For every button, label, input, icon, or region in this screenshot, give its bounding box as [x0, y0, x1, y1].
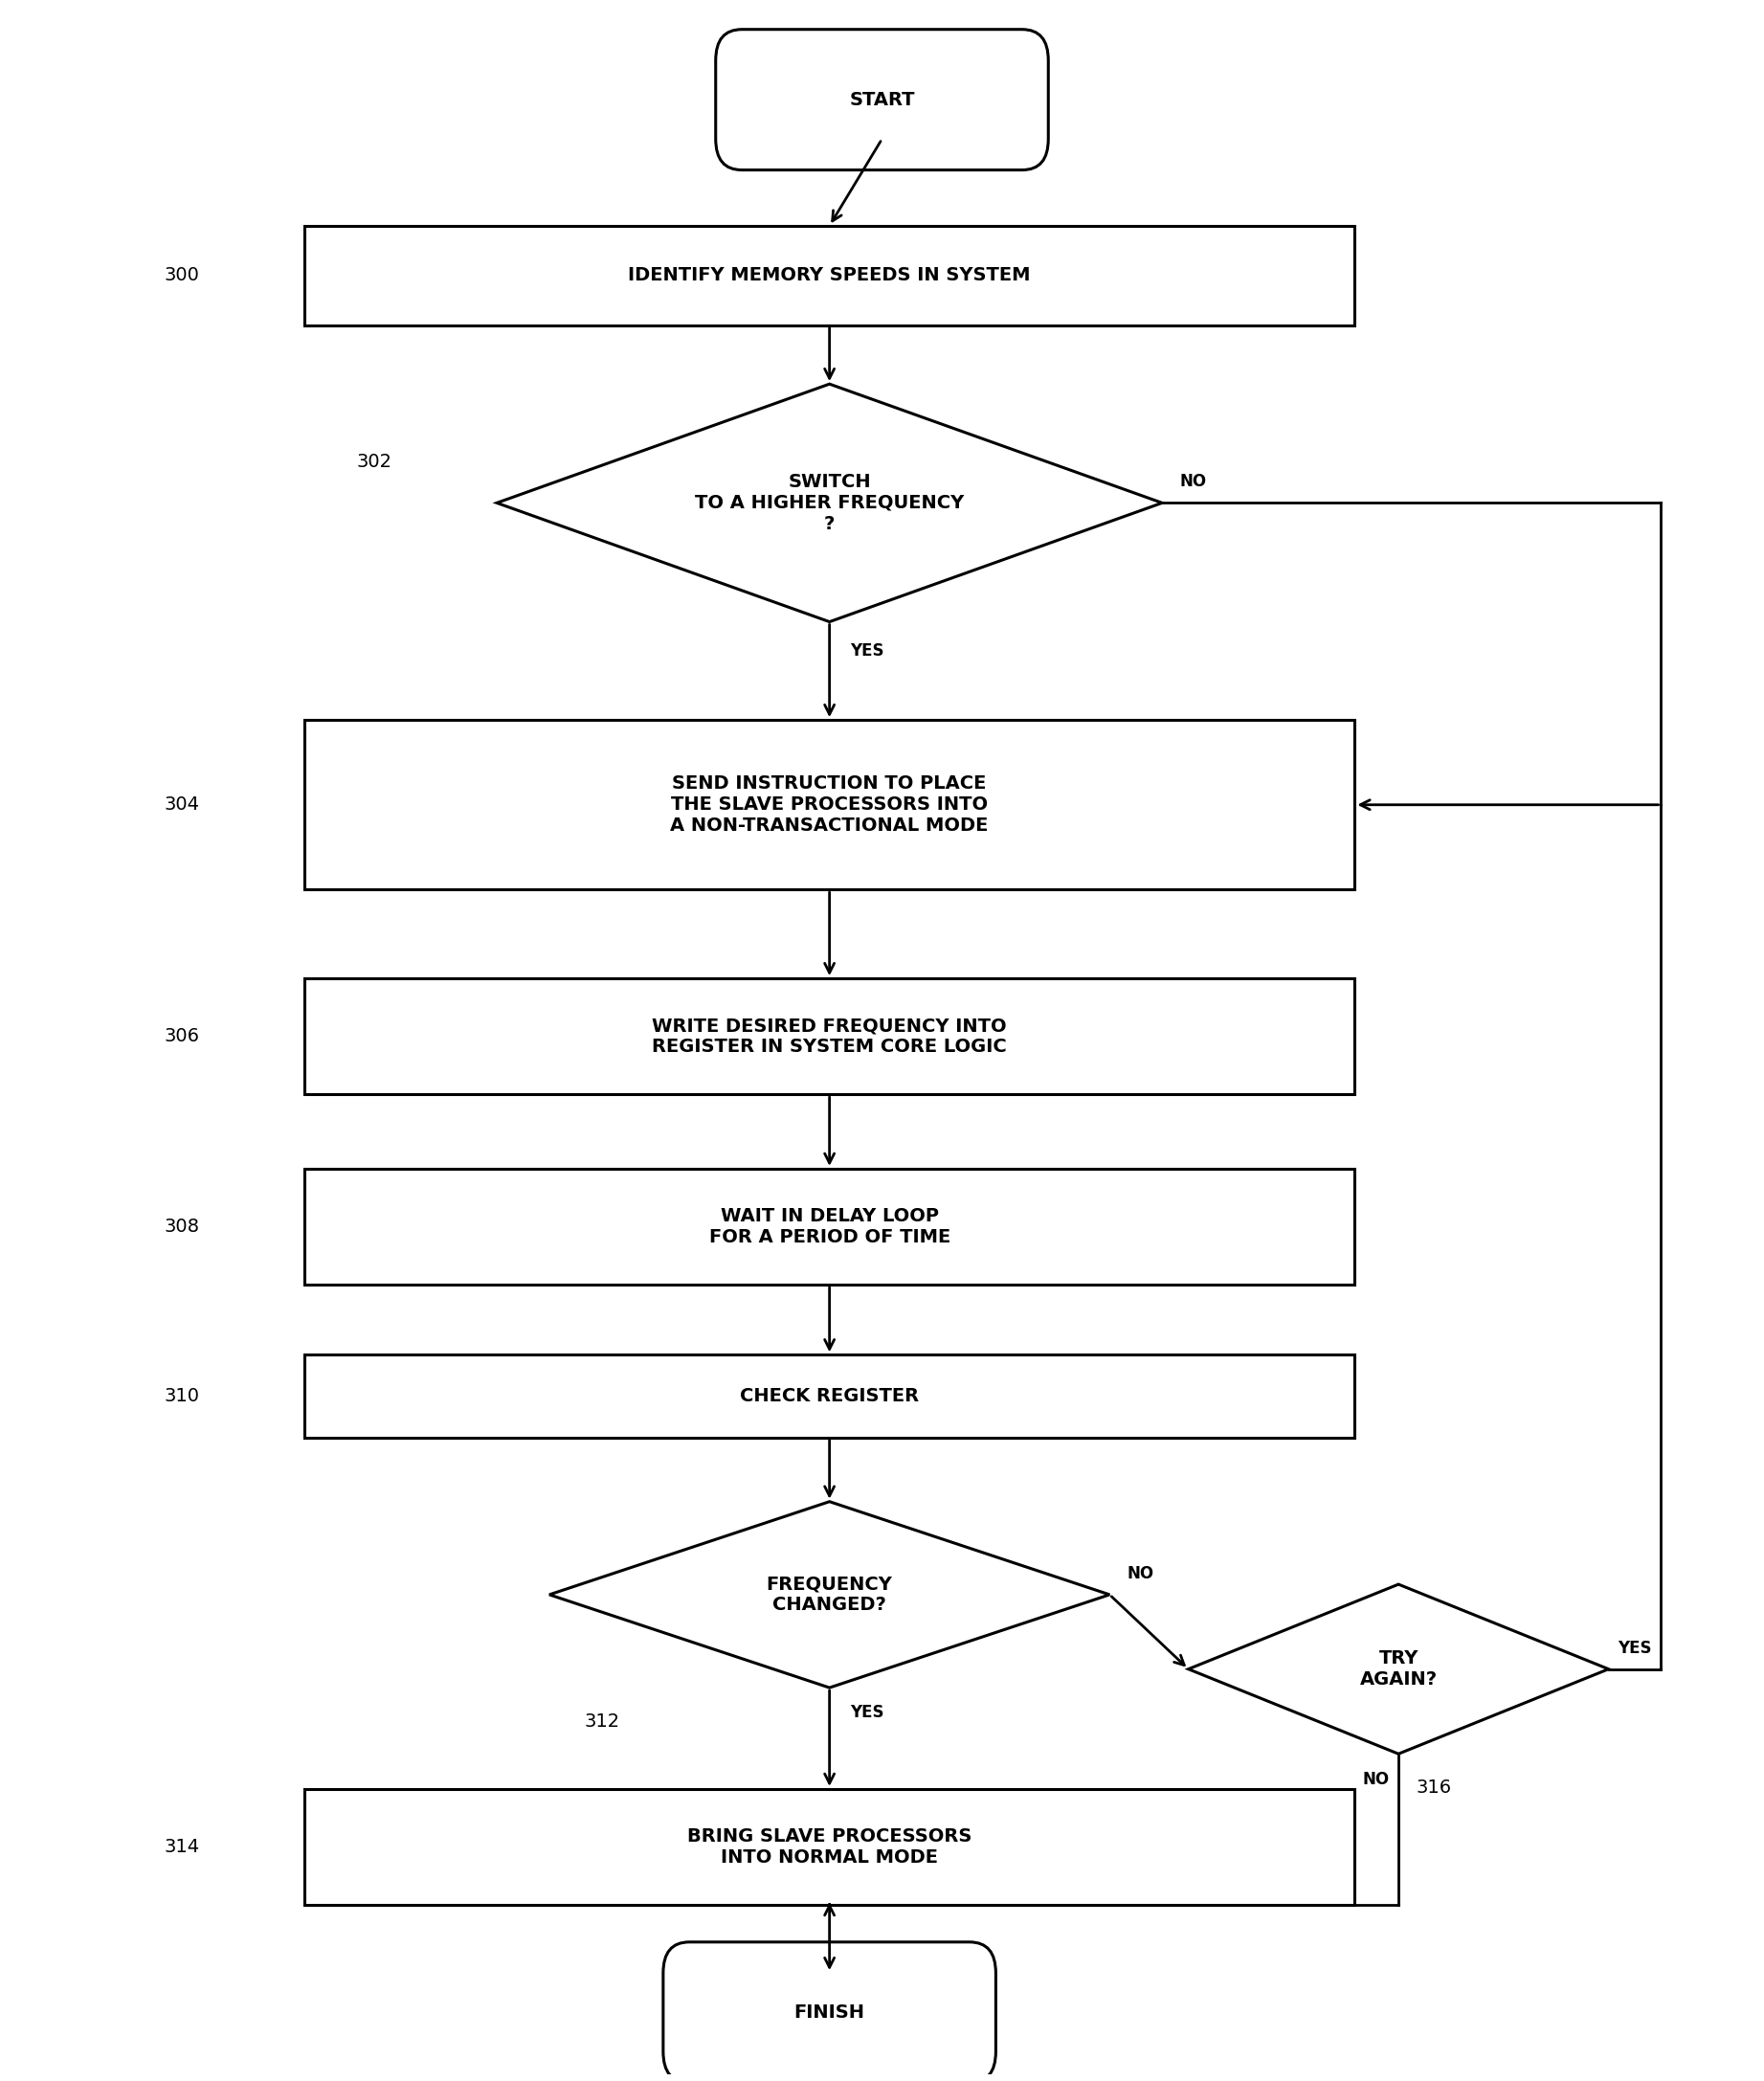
Text: START: START [848, 92, 916, 108]
Text: BRING SLAVE PROCESSORS
INTO NORMAL MODE: BRING SLAVE PROCESSORS INTO NORMAL MODE [688, 1827, 972, 1867]
Text: 316: 316 [1416, 1779, 1452, 1796]
Text: SEND INSTRUCTION TO PLACE
THE SLAVE PROCESSORS INTO
A NON-TRANSACTIONAL MODE: SEND INSTRUCTION TO PLACE THE SLAVE PROC… [670, 774, 988, 834]
FancyBboxPatch shape [303, 227, 1355, 325]
Text: 310: 310 [164, 1388, 199, 1405]
Text: FINISH: FINISH [794, 2004, 864, 2021]
Text: CHECK REGISTER: CHECK REGISTER [739, 1388, 919, 1405]
Text: NO: NO [1364, 1771, 1390, 1788]
Text: IDENTIFY MEMORY SPEEDS IN SYSTEM: IDENTIFY MEMORY SPEEDS IN SYSTEM [628, 266, 1030, 285]
Text: SWITCH
TO A HIGHER FREQUENCY
?: SWITCH TO A HIGHER FREQUENCY ? [695, 472, 965, 533]
Text: 312: 312 [584, 1713, 619, 1731]
Text: NO: NO [1127, 1565, 1154, 1582]
Polygon shape [549, 1502, 1110, 1688]
FancyBboxPatch shape [303, 1790, 1355, 1904]
Text: YES: YES [1618, 1640, 1651, 1656]
Text: 306: 306 [164, 1028, 199, 1045]
Text: WAIT IN DELAY LOOP
FOR A PERIOD OF TIME: WAIT IN DELAY LOOP FOR A PERIOD OF TIME [709, 1207, 951, 1247]
Text: TRY
AGAIN?: TRY AGAIN? [1360, 1650, 1438, 1688]
Text: YES: YES [850, 1704, 884, 1721]
Text: 314: 314 [164, 1838, 199, 1856]
FancyBboxPatch shape [303, 720, 1355, 889]
Polygon shape [497, 385, 1162, 622]
FancyBboxPatch shape [303, 978, 1355, 1095]
Text: 302: 302 [356, 452, 392, 470]
Text: FREQUENCY
CHANGED?: FREQUENCY CHANGED? [766, 1575, 893, 1615]
FancyBboxPatch shape [663, 1942, 997, 2081]
Text: NO: NO [1180, 472, 1207, 491]
Text: 304: 304 [164, 795, 199, 814]
Text: 308: 308 [164, 1217, 199, 1236]
FancyBboxPatch shape [716, 29, 1048, 171]
Polygon shape [1189, 1584, 1609, 1754]
Text: YES: YES [850, 643, 884, 660]
Text: 300: 300 [164, 266, 199, 285]
Text: WRITE DESIRED FREQUENCY INTO
REGISTER IN SYSTEM CORE LOGIC: WRITE DESIRED FREQUENCY INTO REGISTER IN… [653, 1018, 1007, 1055]
FancyBboxPatch shape [303, 1170, 1355, 1284]
FancyBboxPatch shape [303, 1355, 1355, 1438]
